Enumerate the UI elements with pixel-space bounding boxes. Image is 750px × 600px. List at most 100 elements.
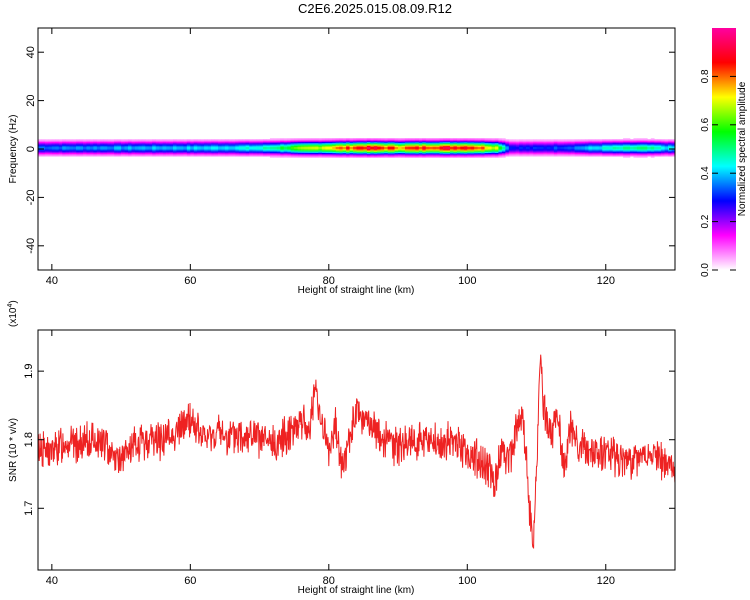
heatmap-cell: [214, 147, 219, 150]
heatmap-cell: [169, 141, 174, 144]
heatmap-cell: [311, 144, 316, 146]
heatmap-cell: [380, 140, 385, 143]
heatmap-cell: [384, 153, 388, 156]
heatmap-cell: [86, 152, 91, 155]
heatmap-cell: [318, 144, 323, 146]
heatmap-cell: [339, 144, 343, 146]
heatmap-cell: [456, 140, 461, 143]
heatmap-cell: [349, 141, 354, 144]
heatmap-cell: [228, 146, 233, 149]
heatmap-cell: [623, 139, 627, 141]
heatmap-cell: [231, 150, 236, 152]
heatmap-cell: [221, 141, 226, 144]
heatmap-cell: [356, 142, 361, 145]
heatmap-cell: [200, 144, 205, 146]
heatmap-cell: [269, 152, 274, 155]
heatmap-cell: [176, 155, 181, 157]
heatmap-cell: [484, 140, 489, 143]
heatmap-cell: [72, 144, 77, 146]
heatmap-cell: [214, 146, 219, 149]
heatmap-cell: [657, 151, 662, 153]
heatmap-cell: [211, 155, 215, 157]
heatmap-cell: [266, 149, 271, 151]
heatmap-cell: [623, 152, 627, 155]
heatmap-cell: [477, 156, 482, 158]
heatmap-cell: [159, 146, 163, 149]
heatmap-cell: [422, 141, 427, 144]
heatmap-cell: [640, 155, 645, 157]
heatmap-cell: [197, 142, 202, 145]
heatmap-cell: [41, 146, 46, 149]
heatmap-cell: [252, 140, 257, 143]
heatmap-cell: [463, 145, 468, 147]
heatmap-cell: [124, 145, 129, 147]
heatmap-cell: [204, 141, 208, 144]
heatmap-cell: [411, 152, 416, 155]
heatmap-cell: [249, 149, 253, 151]
heatmap-cell: [571, 146, 575, 149]
heatmap-cell: [432, 147, 437, 150]
heatmap-cell: [467, 153, 472, 156]
heatmap-cell: [297, 152, 302, 155]
heatmap-cell: [228, 150, 233, 152]
heatmap-cell: [373, 146, 378, 149]
heatmap-cell: [546, 146, 551, 149]
heatmap-cell: [339, 152, 343, 155]
heatmap-cell: [190, 151, 195, 153]
heatmap-cell: [124, 141, 129, 144]
heatmap-cell: [200, 150, 205, 152]
heatmap-cell: [522, 149, 527, 151]
heatmap-cell: [446, 145, 451, 147]
heatmap-cell: [498, 141, 503, 144]
heatmap-cell: [436, 149, 440, 151]
heatmap-cell: [162, 152, 167, 155]
heatmap-cell: [588, 149, 593, 151]
heatmap-cell: [470, 140, 475, 143]
heatmap-cell: [560, 151, 565, 153]
heatmap-cell: [359, 145, 364, 147]
heatmap-cell: [391, 139, 395, 141]
heatmap-cell: [657, 140, 662, 143]
heatmap-cell: [259, 139, 264, 141]
heatmap-cell: [117, 155, 122, 157]
heatmap-cell: [96, 146, 101, 149]
heatmap-cell: [460, 150, 465, 152]
heatmap-cell: [515, 142, 520, 145]
heatmap-cell: [114, 146, 118, 149]
heatmap-cell: [121, 150, 125, 152]
heatmap-cell: [328, 147, 333, 150]
heatmap-cell: [169, 142, 174, 145]
heatmap-cell: [661, 139, 665, 141]
heatmap-cell: [314, 145, 319, 147]
heatmap-cell: [356, 146, 361, 149]
heatmap-cell: [159, 152, 163, 155]
heatmap-cell: [488, 147, 492, 150]
heatmap-cell: [598, 155, 603, 157]
heatmap-cell: [242, 144, 247, 146]
heatmap-cell: [259, 144, 264, 146]
heatmap-cell: [121, 139, 125, 141]
heatmap-cell: [481, 145, 485, 147]
heatmap-cell: [508, 139, 513, 141]
heatmap-cell: [238, 145, 243, 147]
heatmap-cell: [145, 155, 150, 157]
heatmap-cell: [159, 151, 163, 153]
heatmap-cell: [436, 151, 440, 153]
heatmap-cell: [578, 140, 582, 143]
heatmap-cell: [114, 147, 118, 150]
heatmap-cell: [505, 141, 510, 144]
heatmap-cell: [401, 141, 406, 144]
heatmap-cell: [543, 145, 548, 147]
heatmap-cell: [470, 146, 475, 149]
heatmap-cell: [463, 151, 468, 153]
heatmap-cell: [411, 151, 416, 153]
heatmap-cell: [470, 147, 475, 150]
heatmap-cell: [166, 151, 170, 153]
heatmap-cell: [332, 141, 337, 144]
heatmap-cell: [48, 150, 53, 152]
heatmap-cell: [515, 140, 520, 143]
heatmap-cell: [394, 139, 399, 141]
heatmap-cell: [197, 145, 202, 147]
heatmap-cell: [488, 139, 492, 141]
heatmap-cell: [169, 155, 174, 157]
